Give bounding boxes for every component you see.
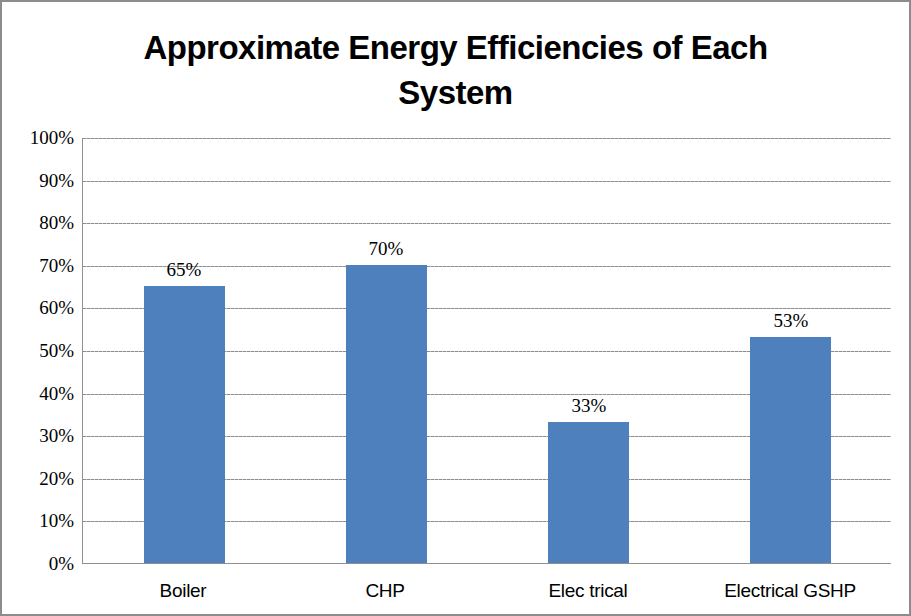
y-axis-tick-label: 20%	[6, 468, 74, 490]
bar-value-label: 33%	[529, 395, 649, 417]
x-axis-category-label: Boiler	[82, 579, 284, 605]
y-axis-tick-label: 90%	[6, 170, 74, 192]
gridline	[83, 223, 891, 224]
y-axis-tick-label: 10%	[6, 510, 74, 532]
bar-elec-trical	[548, 422, 629, 563]
gridline	[83, 138, 891, 139]
y-axis-tick-label: 40%	[6, 383, 74, 405]
y-axis-tick-label: 100%	[6, 127, 74, 149]
y-axis-tick-label: 80%	[6, 212, 74, 234]
bar-chp	[346, 265, 427, 563]
bar-boiler	[144, 286, 225, 563]
chart-container: Approximate Energy Efficiencies of Each …	[0, 0, 911, 616]
y-axis-tick-label: 30%	[6, 425, 74, 447]
bar-electrical-gshp	[750, 337, 831, 563]
bar-value-label: 70%	[326, 238, 446, 260]
x-axis-category-label: Elec trical	[487, 579, 689, 605]
gridline	[83, 181, 891, 182]
chart-title: Approximate Energy Efficiencies of Each …	[96, 25, 816, 115]
y-axis-tick-label: 0%	[6, 553, 74, 575]
bar-value-label: 65%	[124, 259, 244, 281]
bar-value-label: 53%	[731, 310, 851, 332]
y-axis-tick-label: 50%	[6, 340, 74, 362]
x-axis-category-label: CHP	[284, 579, 486, 605]
y-axis-tick-label: 70%	[6, 255, 74, 277]
plot-area: 65% 70% 33% 53%	[82, 138, 891, 564]
x-axis-category-label: Electrical GSHP	[689, 579, 891, 605]
y-axis-tick-label: 60%	[6, 297, 74, 319]
